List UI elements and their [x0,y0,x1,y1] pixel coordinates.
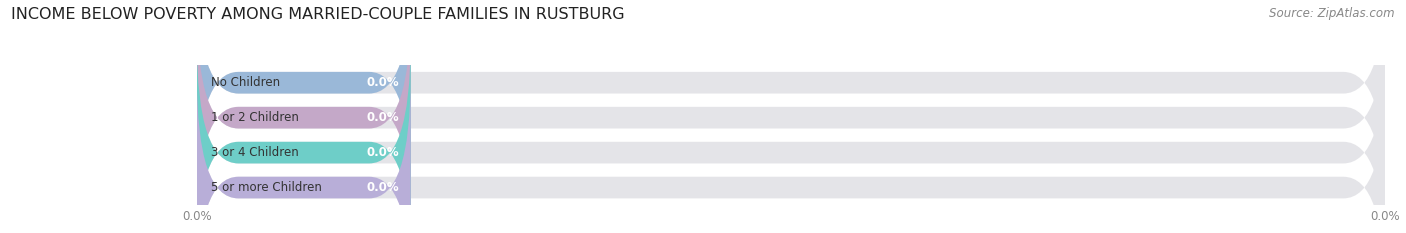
Text: 0.0%: 0.0% [366,146,399,159]
FancyBboxPatch shape [197,76,411,233]
Text: 1 or 2 Children: 1 or 2 Children [211,111,299,124]
Text: No Children: No Children [211,76,280,89]
FancyBboxPatch shape [197,76,1385,233]
FancyBboxPatch shape [197,0,411,194]
FancyBboxPatch shape [197,0,1385,194]
FancyBboxPatch shape [197,41,1385,233]
Text: 0.0%: 0.0% [366,76,399,89]
Text: 0.0%: 0.0% [366,181,399,194]
FancyBboxPatch shape [197,6,411,229]
FancyBboxPatch shape [197,6,1385,229]
Text: INCOME BELOW POVERTY AMONG MARRIED-COUPLE FAMILIES IN RUSTBURG: INCOME BELOW POVERTY AMONG MARRIED-COUPL… [11,7,624,22]
FancyBboxPatch shape [197,41,411,233]
Text: 5 or more Children: 5 or more Children [211,181,322,194]
Text: 3 or 4 Children: 3 or 4 Children [211,146,299,159]
Text: 0.0%: 0.0% [366,111,399,124]
Text: Source: ZipAtlas.com: Source: ZipAtlas.com [1270,7,1395,20]
